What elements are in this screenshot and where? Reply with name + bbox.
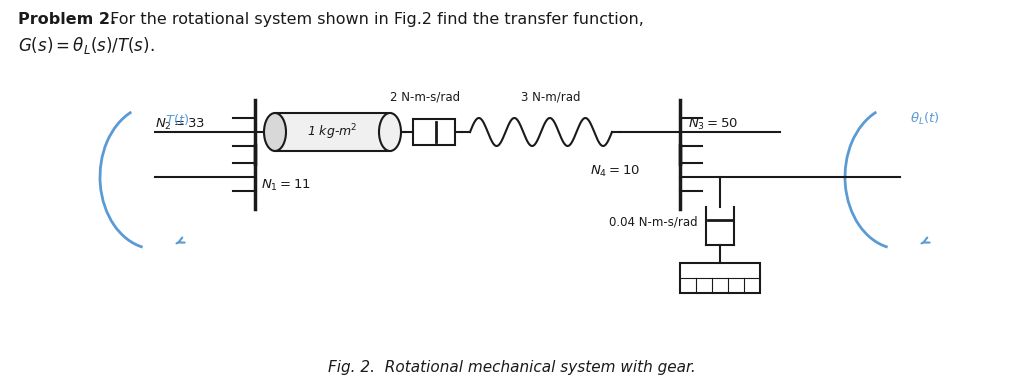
Text: 0.04 N-m-s/rad: 0.04 N-m-s/rad (609, 216, 698, 228)
Text: $N_2 = 33$: $N_2 = 33$ (155, 116, 205, 132)
Text: 2 N-m-s/rad: 2 N-m-s/rad (390, 91, 460, 104)
Text: $G(s) = \theta_L(s)/T(s).$: $G(s) = \theta_L(s)/T(s).$ (18, 35, 155, 56)
Bar (680, 263, 760, 293)
Bar (275, 113, 390, 151)
Text: For the rotational system shown in Fig.2 find the transfer function,: For the rotational system shown in Fig.2… (105, 12, 644, 27)
Text: Problem 2.: Problem 2. (18, 12, 116, 27)
Text: $N_3 = 50$: $N_3 = 50$ (688, 116, 738, 132)
Bar (413, 119, 455, 145)
Ellipse shape (264, 113, 286, 151)
Text: Fig. 2.  Rotational mechanical system with gear.: Fig. 2. Rotational mechanical system wit… (328, 360, 696, 375)
Text: $N_1 = 11$: $N_1 = 11$ (261, 178, 311, 193)
Text: 3 N-m/rad: 3 N-m/rad (521, 91, 581, 104)
Text: 1 kg-m$^2$: 1 kg-m$^2$ (307, 122, 357, 142)
Ellipse shape (379, 113, 401, 151)
Text: $T(t)$: $T(t)$ (165, 111, 189, 127)
Text: $\theta_L(t)$: $\theta_L(t)$ (910, 111, 940, 127)
Text: $N_4 = 10$: $N_4 = 10$ (590, 163, 640, 178)
